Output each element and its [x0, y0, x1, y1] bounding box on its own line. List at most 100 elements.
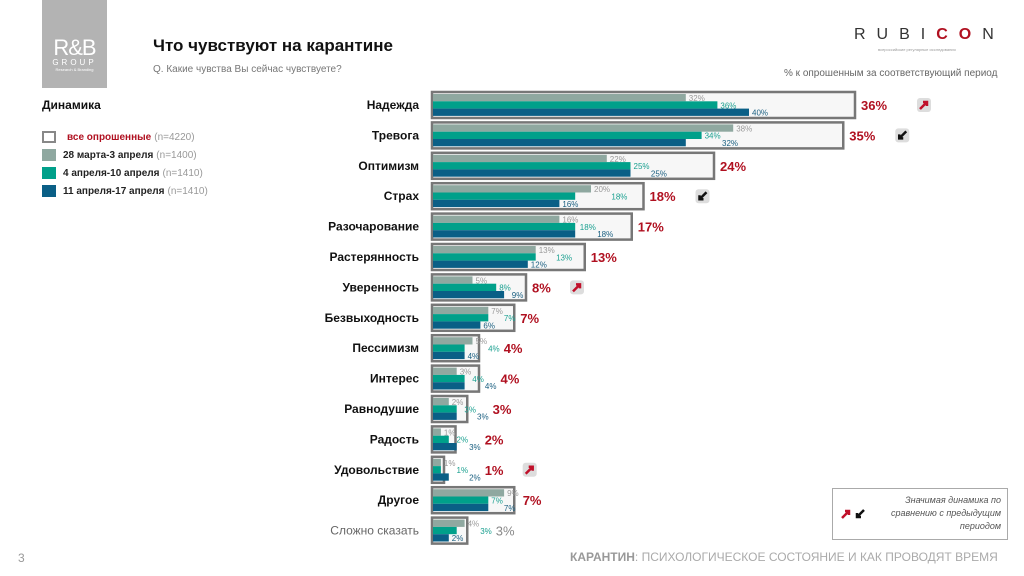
category-label: Интерес [370, 372, 419, 386]
arrow-down-icon [695, 189, 710, 204]
total-value-label: 2% [485, 432, 504, 447]
total-value-label: 3% [496, 524, 515, 539]
total-value-label: 4% [501, 372, 520, 387]
category-label: Страх [384, 189, 420, 203]
bar-value-label: 7% [504, 314, 516, 323]
legend-n: (n=4220) [154, 131, 195, 143]
bar [433, 230, 576, 238]
legend-item: 28 марта-3 апреля (n=1400) [42, 148, 197, 162]
legend-item: все опрошенные (n=4220) [42, 130, 195, 144]
bar-value-label: 2% [452, 534, 464, 543]
category-label: Надежда [367, 98, 420, 112]
bar [433, 466, 441, 474]
bar-value-label: 22% [610, 155, 626, 164]
bar [433, 526, 457, 535]
bar [433, 291, 505, 299]
bar-value-label: 20% [594, 185, 610, 194]
bar [433, 199, 560, 208]
category-label: Оптимизм [358, 159, 419, 173]
bar-value-label: 13% [539, 246, 555, 255]
bar [433, 314, 489, 322]
bar-value-label: 34% [705, 132, 721, 141]
bar-value-label: 36% [720, 101, 736, 110]
bar [433, 253, 536, 261]
bar [433, 154, 607, 163]
legend-title: Динамика [42, 98, 101, 112]
page-title: Что чувствуют на карантине [153, 36, 393, 55]
bar [433, 382, 465, 390]
bar-value-label: 4% [468, 352, 480, 361]
arrow-up-icon [522, 462, 537, 477]
bar-value-label: 16% [562, 200, 578, 209]
bar-value-label: 12% [531, 261, 547, 270]
bar-value-label: 1% [457, 466, 469, 475]
category-label: Удовольствие [334, 463, 419, 477]
legend-swatch [42, 131, 56, 143]
category-label: Равнодушие [344, 402, 419, 416]
total-value-label: 7% [523, 493, 542, 508]
bar [433, 162, 631, 170]
bar-value-label: 18% [597, 230, 613, 239]
bar-value-label: 16% [562, 216, 578, 225]
bar [433, 428, 441, 436]
bar [433, 412, 457, 420]
bar-value-label: 25% [651, 169, 667, 178]
total-value-label: 17% [638, 220, 664, 235]
bar-value-label: 7% [491, 497, 503, 506]
bar-value-label: 7% [491, 307, 503, 316]
bar [433, 108, 749, 116]
bar [433, 473, 449, 481]
bar-value-label: 25% [634, 162, 650, 171]
bar [433, 405, 457, 413]
bar [433, 246, 536, 254]
bar [433, 169, 631, 177]
bar-value-label: 5% [476, 276, 488, 285]
bar [433, 398, 449, 406]
total-value-label: 7% [520, 311, 539, 326]
bar [433, 337, 473, 345]
bar [433, 321, 481, 329]
bar-value-label: 1% [444, 459, 456, 468]
bar-value-label: 1% [444, 428, 456, 437]
category-label: Радость [370, 432, 419, 446]
category-label: Сложно сказать [330, 524, 419, 538]
bar-value-label: 32% [722, 139, 738, 148]
bar [433, 374, 465, 383]
arrow-down-icon [895, 128, 910, 143]
bar [433, 489, 505, 497]
total-value-label: 13% [591, 250, 617, 265]
legend-label: 4 апреля-10 апреля [63, 167, 160, 179]
legend-n: (n=1410) [167, 185, 208, 197]
footer-title: КАРАНТИН: ПСИХОЛОГИЧЕСКОЕ СОСТОЯНИЕ И КА… [570, 550, 998, 564]
legend-item: 11 апреля-17 апреля (n=1410) [42, 184, 208, 198]
bar-value-label: 3% [464, 405, 476, 414]
unit-note: % к опрошенным за соответствующий период [784, 68, 998, 79]
bar [433, 435, 449, 443]
bar-value-label: 4% [468, 520, 480, 529]
total-value-label: 4% [504, 341, 523, 356]
bar-value-label: 7% [504, 504, 516, 513]
bar [433, 276, 473, 284]
page-number: 3 [18, 551, 25, 565]
category-label: Тревога [372, 128, 419, 142]
bar [433, 458, 441, 467]
total-value-label: 35% [849, 128, 875, 143]
total-value-label: 18% [650, 189, 676, 204]
legend-swatch [42, 185, 56, 197]
bar [433, 306, 489, 315]
bar-value-label: 18% [580, 223, 596, 232]
bar [433, 222, 576, 231]
category-label: Разочарование [328, 220, 419, 234]
bar [433, 131, 702, 139]
legend-item: 4 апреля-10 апреля (n=1410) [42, 166, 203, 180]
category-label: Другое [378, 493, 420, 507]
bar-value-label: 4% [485, 382, 497, 391]
bar-value-label: 4% [472, 375, 484, 384]
significance-note: Значимая динамика по сравнению с предыду… [832, 488, 1008, 540]
bar-value-label: 9% [507, 489, 519, 498]
bar-value-label: 2% [457, 436, 469, 445]
bar-value-label: 18% [611, 193, 627, 202]
bar-value-label: 9% [512, 291, 524, 300]
legend-label: все опрошенные [67, 131, 152, 143]
